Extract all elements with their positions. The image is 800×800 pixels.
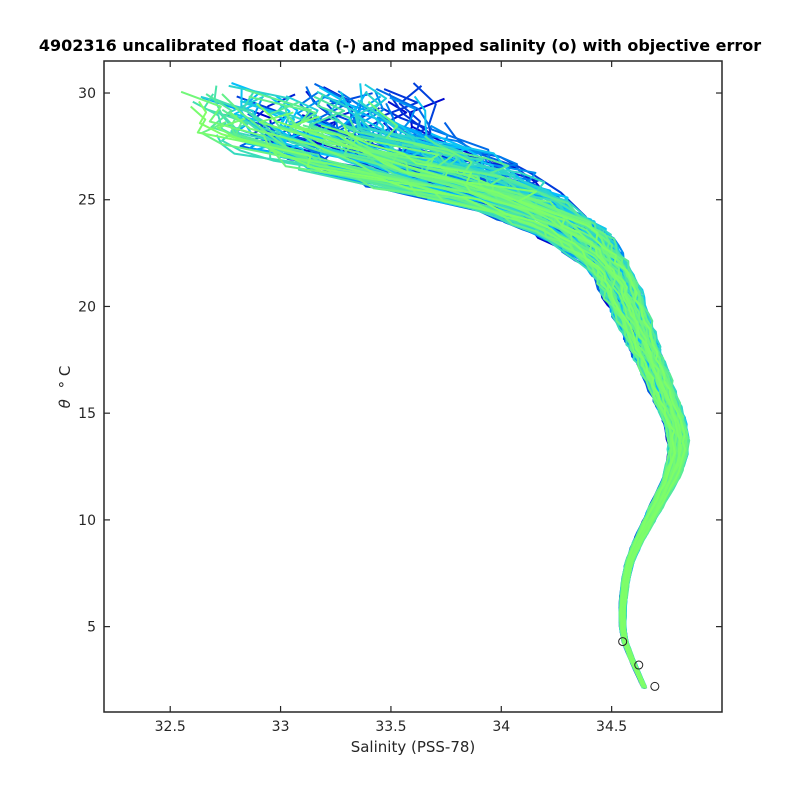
profile-lines <box>180 82 691 689</box>
y-tick-label: 5 <box>87 620 96 636</box>
x-tick-label: 33 <box>272 719 290 735</box>
y-axis-label-symbol: θ <box>56 399 74 408</box>
y-tick-label: 10 <box>78 513 96 529</box>
profile-line <box>342 125 687 689</box>
svg-text:θ ° C: θ ° C <box>56 366 74 409</box>
chart-title: 4902316 uncalibrated float data (-) and … <box>39 36 761 55</box>
x-axis: 32.5 33 33.5 34 34.5 <box>155 61 627 735</box>
mapped-salinity-marker <box>618 637 628 647</box>
y-tick-label: 15 <box>78 406 96 422</box>
y-tick-label: 25 <box>78 193 96 209</box>
y-axis: 5 10 15 20 25 30 <box>78 86 722 636</box>
mapped-salinity-markers <box>618 637 660 691</box>
axes-box <box>103 60 723 713</box>
x-tick-label: 33.5 <box>375 719 406 735</box>
y-axis-label: θ ° C <box>56 366 74 409</box>
x-tick-label: 34 <box>492 719 510 735</box>
mapped-salinity-marker <box>650 681 660 691</box>
x-tick-label: 32.5 <box>155 719 186 735</box>
profile-line <box>256 102 682 689</box>
y-tick-label: 20 <box>78 299 96 315</box>
plot-area <box>103 60 723 713</box>
profile-line <box>198 100 676 685</box>
x-axis-label: Salinity (PSS-78) <box>351 738 476 756</box>
y-tick-label: 30 <box>78 86 96 102</box>
mapped-salinity-marker <box>634 660 644 670</box>
x-tick-label: 34.5 <box>596 719 627 735</box>
y-axis-label-unit: ° C <box>56 366 74 389</box>
